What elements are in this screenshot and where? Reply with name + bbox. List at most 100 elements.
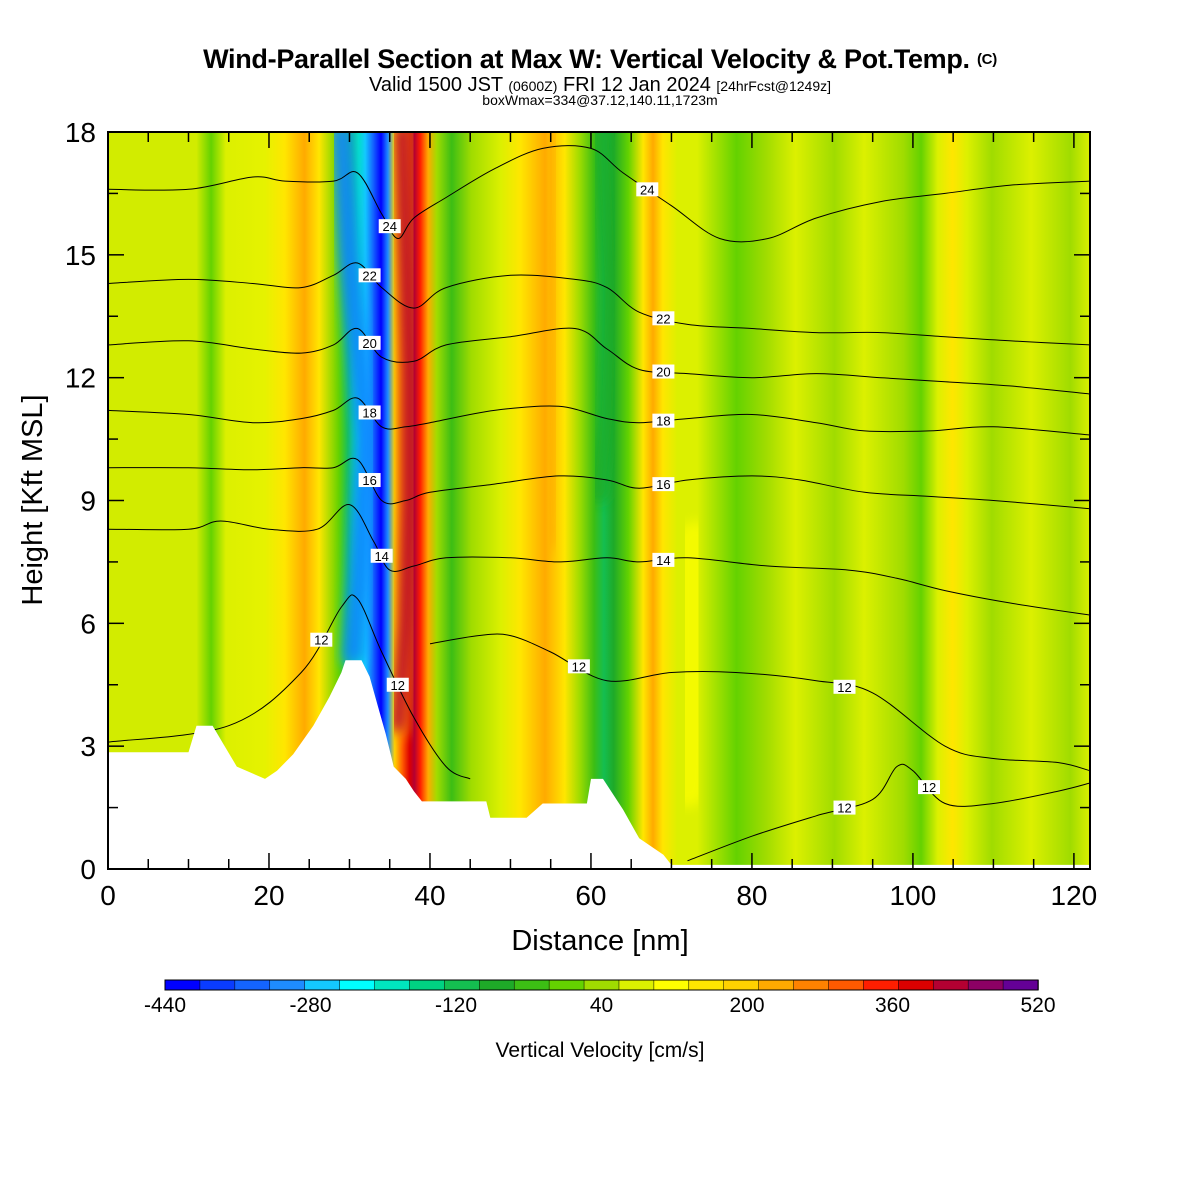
colorbar-swatch	[583, 979, 620, 991]
colorbar-swatch	[1002, 979, 1039, 991]
contour-label-22: 22	[358, 268, 381, 283]
x-tick-label: 40	[414, 880, 445, 911]
theta-contour-14	[108, 504, 1090, 616]
y-tick-label: 9	[80, 486, 96, 517]
subtitle-valid: Valid 1500 JST	[369, 74, 503, 96]
colorbar-tick-label: 520	[1020, 994, 1055, 1017]
contour-label-12: 12	[567, 659, 590, 674]
theta-contour-24	[108, 145, 1090, 243]
subtitle-date: FRI 12 Jan 2024	[562, 74, 711, 96]
contour-label-14: 14	[370, 548, 393, 564]
contour-label-bg	[378, 219, 401, 234]
contour-label-bg	[918, 780, 941, 795]
x-tick-label: 20	[253, 880, 284, 911]
contour-label-bg	[358, 405, 381, 420]
x-tick-label: 120	[1051, 880, 1098, 911]
colorbar-swatch	[723, 979, 760, 991]
contour-label-bg	[636, 182, 659, 197]
x-axis-label: Distance [nm]	[511, 925, 688, 957]
contour-label-12: 12	[833, 679, 856, 695]
updraft-band-55	[542, 132, 563, 550]
contour-label-bg	[652, 364, 675, 379]
contour-label-bg	[370, 548, 393, 563]
colorbar-tick-label: -440	[144, 994, 186, 1017]
colorbar-tick-label: 40	[590, 994, 613, 1017]
contour-label-20: 20	[358, 335, 381, 351]
downdraft-band-62	[588, 132, 623, 504]
y-tick-label: 12	[65, 363, 96, 394]
contour-label-text: 12	[837, 801, 851, 816]
colorbar-swatch	[793, 979, 830, 991]
contour-label-20: 20	[652, 364, 675, 380]
contour-label-bg	[386, 677, 409, 692]
theta-contour-18	[108, 397, 1090, 436]
subtitle-forecast: [24hrFcst@1249z]	[716, 78, 831, 94]
contour-label-bg	[358, 473, 381, 488]
contour-label-text: 14	[656, 553, 670, 568]
contour-label-bg	[833, 679, 856, 694]
theta-contour-16	[108, 457, 1090, 510]
colorbar-tick-label: 360	[875, 994, 910, 1017]
contour-label-24: 24	[636, 182, 659, 197]
contour-label-text: 16	[362, 473, 376, 488]
contour-label-text: 16	[656, 477, 670, 492]
theta-contour-12	[429, 633, 1090, 772]
colorbar-swatch	[304, 979, 341, 991]
contour-label-16: 16	[358, 473, 381, 488]
colorbar-swatch	[513, 979, 550, 991]
colorbar-swatch	[932, 979, 969, 991]
colorbar-swatch	[618, 979, 655, 991]
colorbar-swatch	[234, 979, 271, 991]
contour-label-bg	[652, 477, 675, 492]
colorbar-swatch	[164, 979, 201, 991]
contour-label-text: 12	[391, 678, 405, 693]
downdraft-halo	[328, 132, 379, 670]
contour-label-text: 14	[374, 549, 388, 564]
contour-label-bg	[567, 659, 590, 674]
contour-label-text: 12	[837, 680, 851, 695]
contour-label-12: 12	[918, 780, 941, 795]
contour-label-24: 24	[378, 219, 401, 234]
contour-label-22: 22	[652, 311, 675, 326]
theta-contour-22	[108, 262, 1090, 346]
theta-contour-12	[687, 763, 1090, 862]
x-tick-label: 0	[100, 880, 116, 911]
colorbar-swatch	[758, 979, 795, 991]
colorbar-swatch	[479, 979, 515, 991]
colorbar-swatch	[653, 979, 690, 991]
theta-contour-12	[108, 594, 471, 780]
chart-subtitle: Valid 1500 JST (0600Z) FRI 12 Jan 2024 […	[0, 74, 1200, 97]
y-axis-label: Height [Kft MSL]	[17, 394, 49, 605]
contour-label-text: 12	[922, 780, 936, 795]
contour-label-bg	[652, 311, 675, 326]
colorbar-swatch	[828, 979, 865, 991]
contour-label-text: 24	[640, 182, 654, 197]
updraft-blob-73	[667, 521, 716, 808]
contour-label-18: 18	[358, 405, 381, 420]
colorbar-swatch	[199, 979, 236, 991]
contour-label-text: 12	[572, 659, 586, 674]
contour-label-text: 20	[656, 365, 670, 380]
contour-label-bg	[652, 552, 675, 567]
chart-title: Wind-Parallel Section at Max W: Vertical…	[203, 44, 997, 74]
contour-label-text: 22	[656, 311, 670, 326]
contour-label-14: 14	[652, 552, 675, 568]
colorbar-swatch	[339, 979, 376, 991]
terrain	[108, 660, 1090, 869]
colorbar-swatch	[409, 979, 446, 991]
colorbar-tick-label: 200	[729, 994, 764, 1017]
colorbar-swatch	[269, 979, 306, 991]
colorbar-swatch	[374, 979, 411, 991]
contour-label-bg	[358, 335, 381, 350]
y-tick-label: 0	[80, 854, 96, 885]
contour-label-bg	[358, 268, 381, 283]
x-tick-label: 100	[890, 880, 937, 911]
contour-label-text: 22	[362, 268, 376, 283]
box-wmax-note: boxWmax=334@37.12,140.11,1723m	[482, 92, 718, 108]
contour-label-text: 18	[656, 414, 670, 429]
colorbar-swatch	[863, 979, 900, 991]
colorbar-tick-label: -280	[289, 994, 331, 1017]
contour-label-text: 24	[382, 219, 396, 234]
contour-label-bg	[310, 632, 333, 647]
